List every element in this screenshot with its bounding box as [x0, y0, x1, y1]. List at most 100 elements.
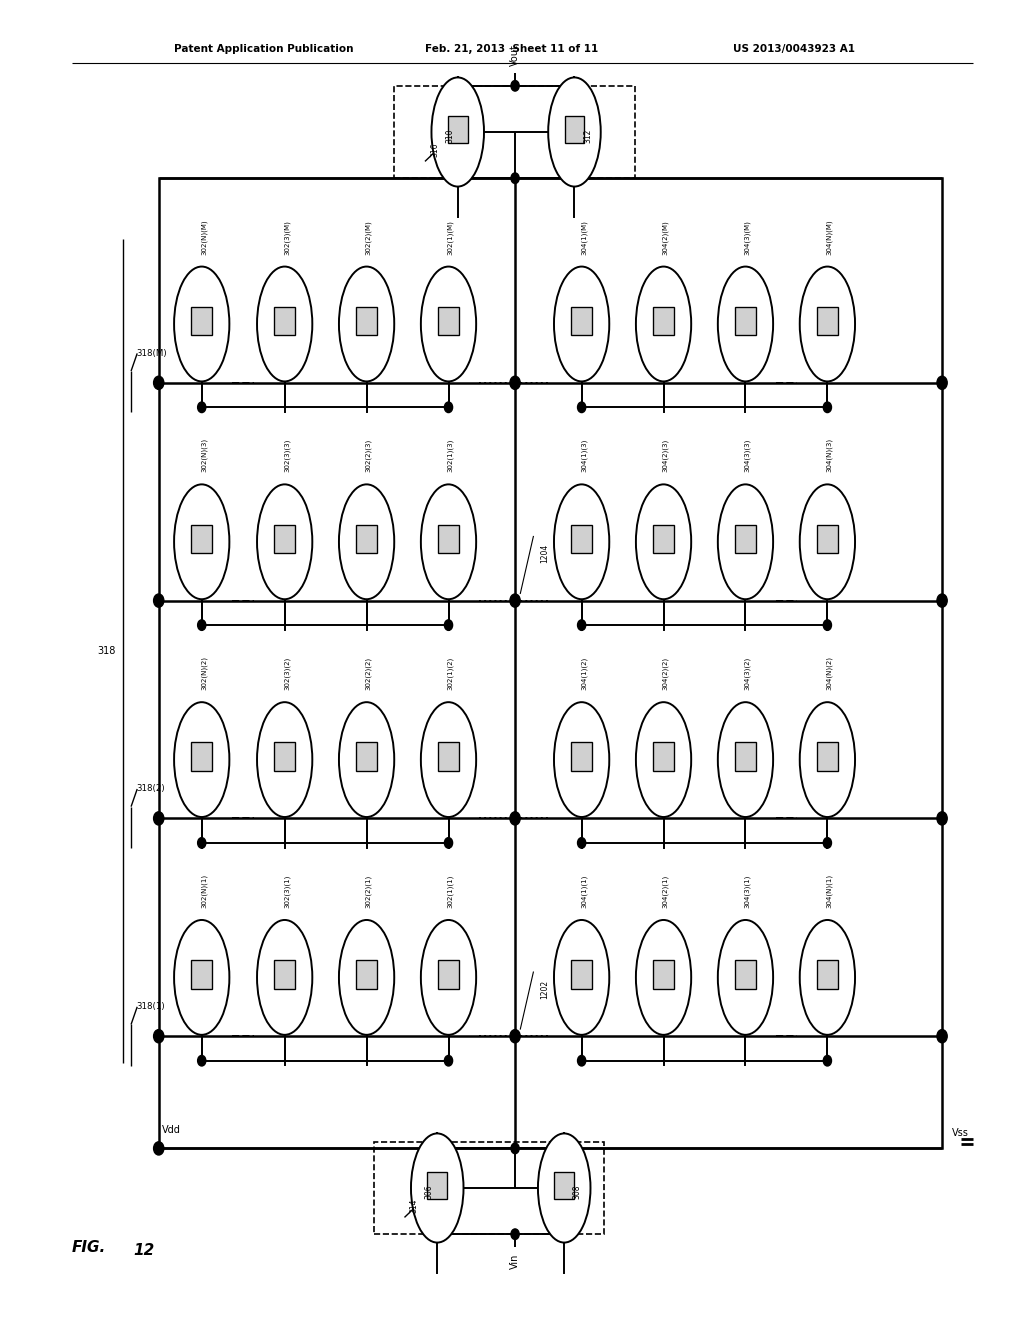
Circle shape — [937, 376, 947, 389]
Text: 302(1)(2): 302(1)(2) — [447, 657, 454, 690]
Ellipse shape — [718, 484, 773, 599]
Bar — [653, 742, 674, 771]
Ellipse shape — [257, 484, 312, 599]
Text: 302(3)(2): 302(3)(2) — [284, 657, 290, 690]
Ellipse shape — [538, 1134, 591, 1242]
Circle shape — [937, 812, 947, 825]
Bar — [191, 306, 212, 335]
Ellipse shape — [339, 920, 394, 1035]
Circle shape — [510, 376, 520, 389]
Bar — [274, 524, 295, 553]
Bar — [427, 1172, 447, 1199]
Text: 304(N)(1): 304(N)(1) — [826, 874, 833, 908]
Text: 310: 310 — [445, 128, 455, 143]
Bar — [571, 742, 592, 771]
Ellipse shape — [718, 267, 773, 381]
Text: Feb. 21, 2013  Sheet 11 of 11: Feb. 21, 2013 Sheet 11 of 11 — [425, 44, 599, 54]
Ellipse shape — [174, 267, 229, 381]
Ellipse shape — [174, 484, 229, 599]
Text: 312: 312 — [583, 128, 592, 143]
Text: 318(M): 318(M) — [136, 348, 167, 358]
Text: 12: 12 — [133, 1242, 155, 1258]
Ellipse shape — [339, 484, 394, 599]
Circle shape — [154, 594, 164, 607]
Bar — [438, 524, 459, 553]
Circle shape — [444, 838, 453, 849]
Ellipse shape — [431, 78, 484, 186]
Text: 304(3)(3): 304(3)(3) — [744, 440, 751, 473]
Circle shape — [198, 1056, 206, 1067]
Text: 302(3)(M): 302(3)(M) — [284, 219, 290, 255]
Text: 304(N)(M): 304(N)(M) — [826, 219, 833, 255]
Circle shape — [937, 1030, 947, 1043]
Ellipse shape — [636, 702, 691, 817]
Ellipse shape — [339, 267, 394, 381]
Text: Vin: Vin — [510, 1254, 520, 1270]
Text: 302(3)(1): 302(3)(1) — [284, 875, 290, 908]
Text: 304(1)(3): 304(1)(3) — [581, 440, 587, 473]
Circle shape — [198, 838, 206, 849]
Ellipse shape — [800, 702, 855, 817]
Bar — [735, 524, 756, 553]
Text: 314: 314 — [410, 1199, 419, 1213]
Text: 1202: 1202 — [541, 979, 550, 999]
Bar — [653, 306, 674, 335]
Text: 302(3)(3): 302(3)(3) — [284, 440, 290, 473]
Bar — [571, 306, 592, 335]
Bar — [817, 742, 838, 771]
Bar — [653, 524, 674, 553]
Circle shape — [511, 81, 519, 91]
Text: 318: 318 — [97, 645, 116, 656]
Text: 304(1)(2): 304(1)(2) — [581, 657, 587, 690]
Ellipse shape — [257, 702, 312, 817]
Bar — [356, 306, 377, 335]
Ellipse shape — [421, 702, 476, 817]
Ellipse shape — [174, 702, 229, 817]
Bar — [356, 742, 377, 771]
Text: 304(3)(M): 304(3)(M) — [744, 219, 751, 255]
Text: 302(N)(3): 302(N)(3) — [201, 438, 207, 473]
Bar — [438, 306, 459, 335]
Text: 304(1)(M): 304(1)(M) — [581, 219, 587, 255]
Ellipse shape — [554, 920, 609, 1035]
Bar — [817, 306, 838, 335]
Text: 302(N)(2): 302(N)(2) — [201, 656, 207, 690]
Circle shape — [154, 812, 164, 825]
Circle shape — [937, 594, 947, 607]
Text: 1204: 1204 — [541, 544, 550, 564]
Bar — [356, 524, 377, 553]
Bar — [394, 86, 635, 178]
Ellipse shape — [421, 484, 476, 599]
Text: 318(2): 318(2) — [136, 784, 165, 793]
Circle shape — [823, 403, 831, 413]
Circle shape — [444, 620, 453, 631]
Text: 302(2)(2): 302(2)(2) — [366, 657, 372, 690]
Ellipse shape — [421, 920, 476, 1035]
Circle shape — [578, 838, 586, 849]
Ellipse shape — [554, 267, 609, 381]
Circle shape — [823, 1056, 831, 1067]
Circle shape — [444, 1056, 453, 1067]
Text: 304(2)(3): 304(2)(3) — [663, 440, 669, 473]
Text: 302(2)(M): 302(2)(M) — [366, 220, 372, 255]
Bar — [571, 960, 592, 989]
Text: Vdd: Vdd — [162, 1125, 180, 1135]
Bar — [735, 306, 756, 335]
Text: 302(2)(1): 302(2)(1) — [366, 875, 372, 908]
Text: Vout: Vout — [510, 44, 520, 66]
Bar — [817, 524, 838, 553]
Circle shape — [154, 376, 164, 389]
Text: 304(3)(2): 304(3)(2) — [744, 657, 751, 690]
Bar — [438, 742, 459, 771]
Bar — [447, 116, 468, 143]
Text: 318(1): 318(1) — [136, 1002, 165, 1011]
Circle shape — [578, 620, 586, 631]
Ellipse shape — [554, 484, 609, 599]
Bar — [374, 1142, 604, 1234]
Bar — [735, 742, 756, 771]
Circle shape — [510, 1030, 520, 1043]
Text: 302(1)(M): 302(1)(M) — [447, 219, 454, 255]
Bar — [274, 960, 295, 989]
Text: 304(1)(1): 304(1)(1) — [581, 875, 587, 908]
Circle shape — [198, 620, 206, 631]
